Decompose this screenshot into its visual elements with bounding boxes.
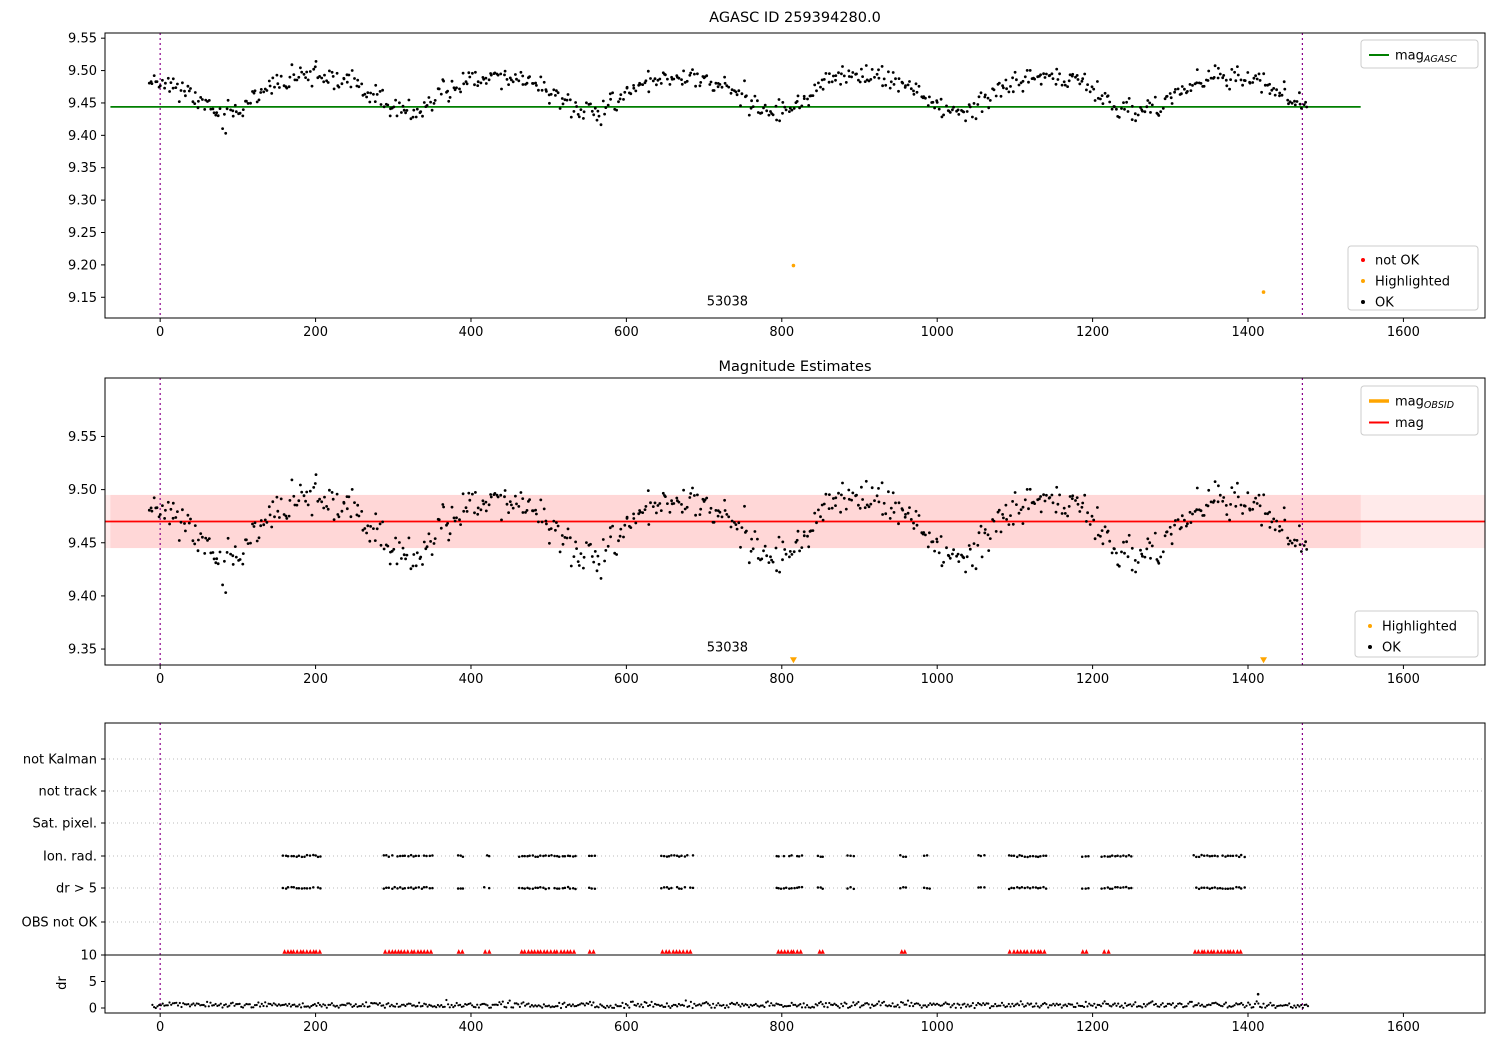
x-tick-label: 1600 — [1387, 1020, 1420, 1035]
flag-dots — [281, 853, 1246, 891]
axes-frame — [104, 377, 1486, 666]
x-tick-label: 1200 — [1076, 1020, 1109, 1035]
x-axis: 0 200 400 600 800 1000 1200 1400 1600 — [156, 318, 1420, 340]
x-tick-label: 600 — [614, 672, 639, 687]
legend-dot-sample — [1368, 624, 1372, 628]
y-tick-label: 9.50 — [68, 64, 97, 79]
obsid-vlines — [159, 33, 1303, 318]
x-tick-label: 1000 — [921, 325, 954, 340]
magest-scatter — [147, 473, 1309, 594]
y-tick-label: 9.50 — [68, 483, 97, 498]
category-axis: not Kalman not track Sat. pixel. Ion. rad. d… — [22, 753, 105, 931]
x-tick-label: 1000 — [921, 672, 954, 687]
y-tick-label: 9.40 — [68, 589, 97, 604]
x-tick-label: 400 — [459, 325, 484, 340]
axes-frame — [104, 722, 1486, 1014]
y-tick-label: 9.15 — [68, 291, 97, 306]
x-tick-label: 1400 — [1231, 672, 1264, 687]
legend-dot-sample — [1361, 279, 1365, 283]
axes-frame — [104, 32, 1486, 319]
y-axis: 9.35 9.40 9.45 9.50 9.55 — [68, 430, 105, 658]
legend-status-top: not OK Highlighted OK — [1347, 245, 1479, 311]
dr-tick-label: 5 — [89, 975, 97, 990]
category-gridlines — [105, 758, 1485, 923]
y-tick-label: 9.35 — [68, 643, 97, 658]
x-tick-label: 800 — [769, 325, 794, 340]
category-label: dr > 5 — [56, 882, 97, 897]
x-tick-label: 0 — [156, 325, 164, 340]
plot-title: AGASC ID 259394280.0 — [709, 10, 881, 26]
x-tick-label: 1600 — [1387, 325, 1420, 340]
y-tick-label: 9.45 — [68, 96, 97, 111]
x-tick-label: 800 — [769, 1020, 794, 1035]
dr-tick-label: 10 — [80, 949, 97, 964]
highlighted-points — [791, 263, 1266, 294]
x-tick-label: 400 — [459, 1020, 484, 1035]
legend-label: OK — [1382, 641, 1401, 656]
y-tick-label: 9.40 — [68, 129, 97, 144]
category-label: not track — [38, 785, 97, 800]
x-tick-label: 600 — [614, 1020, 639, 1035]
x-tick-label: 1400 — [1231, 325, 1264, 340]
legend-label: mag — [1395, 416, 1424, 431]
legend-status-mid: Highlighted OK — [1354, 610, 1479, 658]
category-label: OBS not OK — [22, 916, 98, 931]
y-tick-label: 9.25 — [68, 226, 97, 241]
x-tick-label: 1200 — [1076, 672, 1109, 687]
category-label: Ion. rad. — [43, 850, 97, 865]
legend-dot-sample — [1368, 645, 1372, 649]
legend-label: Highlighted — [1382, 620, 1457, 635]
x-tick-label: 600 — [614, 325, 639, 340]
x-tick-label: 0 — [156, 672, 164, 687]
clipped-highlighted-markers — [789, 657, 1268, 664]
x-tick-label: 200 — [303, 1020, 328, 1035]
y-axis: 9.15 9.20 9.25 9.30 9.35 9.40 9.45 9.50 9.55 — [68, 32, 105, 306]
x-tick-label: 1600 — [1387, 672, 1420, 687]
dr-capped-points — [282, 949, 1243, 954]
legend-dot-sample — [1361, 300, 1365, 304]
x-tick-label: 400 — [459, 672, 484, 687]
x-tick-label: 800 — [769, 672, 794, 687]
dr-axis-label: dr — [55, 976, 70, 990]
obsid-label: 53038 — [707, 295, 748, 310]
legend-label: Highlighted — [1375, 275, 1450, 290]
category-label: not Kalman — [23, 753, 97, 768]
x-tick-label: 1400 — [1231, 1020, 1264, 1035]
y-tick-label: 9.55 — [68, 430, 97, 445]
y-tick-label: 9.30 — [68, 194, 97, 209]
x-axis: 0 200 400 600 800 1000 1200 1400 1600 — [156, 1013, 1420, 1035]
y-tick-label: 9.20 — [68, 258, 97, 273]
x-tick-label: 200 — [303, 672, 328, 687]
dr-trace — [151, 992, 1310, 1010]
obsid-label: 53038 — [707, 641, 748, 656]
legend-mag-agasc: magAGASC — [1360, 39, 1479, 69]
category-label: Sat. pixel. — [33, 817, 97, 832]
dr-axis: 0 5 10 — [80, 949, 105, 1017]
y-tick-label: 9.35 — [68, 161, 97, 176]
y-tick-label: 9.55 — [68, 32, 97, 47]
legend-mag-lines: magOBSID mag — [1360, 385, 1479, 436]
x-tick-label: 1200 — [1076, 325, 1109, 340]
legend-label: not OK — [1375, 254, 1420, 269]
legend-label: magAGASC — [1395, 49, 1457, 66]
y-tick-label: 9.45 — [68, 536, 97, 551]
x-tick-label: 0 — [156, 1020, 164, 1035]
x-tick-label: 1000 — [921, 1020, 954, 1035]
x-tick-label: 200 — [303, 325, 328, 340]
legend-label: magOBSID — [1395, 395, 1454, 412]
agasc-scatter — [147, 60, 1309, 135]
obsid-vlines — [159, 723, 1303, 1013]
x-axis: 0 200 400 600 800 1000 1200 1400 1600 — [156, 665, 1420, 687]
plot-title: Magnitude Estimates — [718, 359, 871, 375]
dr-tick-label: 0 — [89, 1002, 97, 1017]
legend-dot-sample — [1361, 258, 1365, 262]
legend-label: OK — [1375, 296, 1394, 311]
